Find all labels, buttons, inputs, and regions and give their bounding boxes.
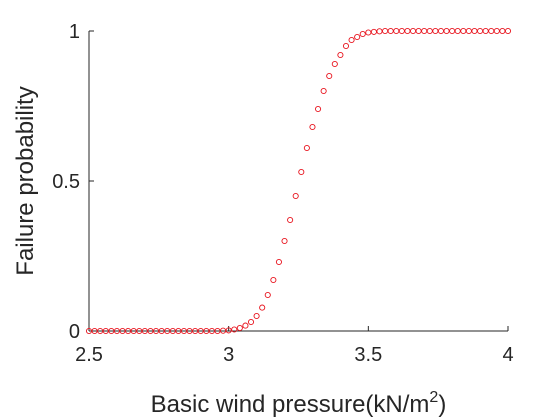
axes xyxy=(88,31,508,332)
data-point xyxy=(387,27,394,35)
data-point xyxy=(247,318,255,326)
x-axis-title: Basic wind pressure(kN/m2) xyxy=(151,389,447,418)
y-ticks: 00.51 xyxy=(52,21,94,343)
data-point xyxy=(365,29,372,36)
y-tick-label: 1 xyxy=(69,21,80,43)
data-point xyxy=(382,27,389,35)
data-point xyxy=(337,51,344,59)
data-point xyxy=(432,27,439,35)
data-point xyxy=(370,28,377,35)
data-point xyxy=(460,27,467,35)
data-point xyxy=(471,27,478,35)
data-point xyxy=(454,27,461,35)
data-point xyxy=(298,168,305,176)
data-point xyxy=(493,27,500,35)
data-point xyxy=(303,144,310,152)
data-point xyxy=(287,216,294,224)
data-point xyxy=(270,276,277,284)
data-point xyxy=(504,27,512,35)
data-point xyxy=(231,326,238,333)
data-point xyxy=(376,28,383,35)
data-point xyxy=(477,27,484,35)
data-point xyxy=(242,322,249,329)
data-point xyxy=(281,237,288,245)
data-point xyxy=(443,27,450,35)
data-point xyxy=(398,27,405,35)
x-tick-label: 3.5 xyxy=(354,344,382,366)
data-point xyxy=(437,27,445,35)
data-point xyxy=(415,27,422,35)
data-point xyxy=(499,27,506,35)
data-point xyxy=(488,27,495,35)
data-point xyxy=(326,72,333,80)
y-tick-label: 0 xyxy=(69,321,80,343)
data-point xyxy=(404,27,411,35)
data-point xyxy=(275,258,282,266)
data-point xyxy=(264,291,271,299)
y-tick-label: 0.5 xyxy=(52,171,80,193)
data-point xyxy=(236,324,243,332)
data-point xyxy=(354,33,361,41)
data-point xyxy=(409,27,417,35)
data-point xyxy=(393,27,400,35)
data-point xyxy=(449,27,456,35)
data-point xyxy=(482,27,489,35)
data-points xyxy=(85,27,512,335)
y-axis-title: Failure probability xyxy=(12,86,39,275)
data-point xyxy=(426,27,433,35)
data-point xyxy=(315,105,322,113)
data-point xyxy=(465,27,472,35)
data-point xyxy=(348,36,355,44)
x-axis-title-superscript: 2 xyxy=(429,389,438,406)
x-ticks: 2.5 3 3.5 4 xyxy=(75,326,514,366)
x-axis-title-close: ) xyxy=(438,391,446,418)
data-point xyxy=(292,192,299,200)
data-point xyxy=(259,304,266,311)
data-point xyxy=(320,87,327,95)
x-axis-title-main: Basic wind pressure(kN/m xyxy=(151,391,430,418)
data-point xyxy=(342,42,350,50)
data-point xyxy=(331,60,338,68)
data-point xyxy=(225,327,232,334)
x-tick-label: 4 xyxy=(502,344,513,366)
data-point xyxy=(421,27,428,35)
x-tick-label: 2.5 xyxy=(75,344,103,366)
data-point xyxy=(359,30,366,38)
data-point xyxy=(253,312,260,320)
data-point xyxy=(309,123,316,131)
x-tick-label: 3 xyxy=(223,344,234,366)
